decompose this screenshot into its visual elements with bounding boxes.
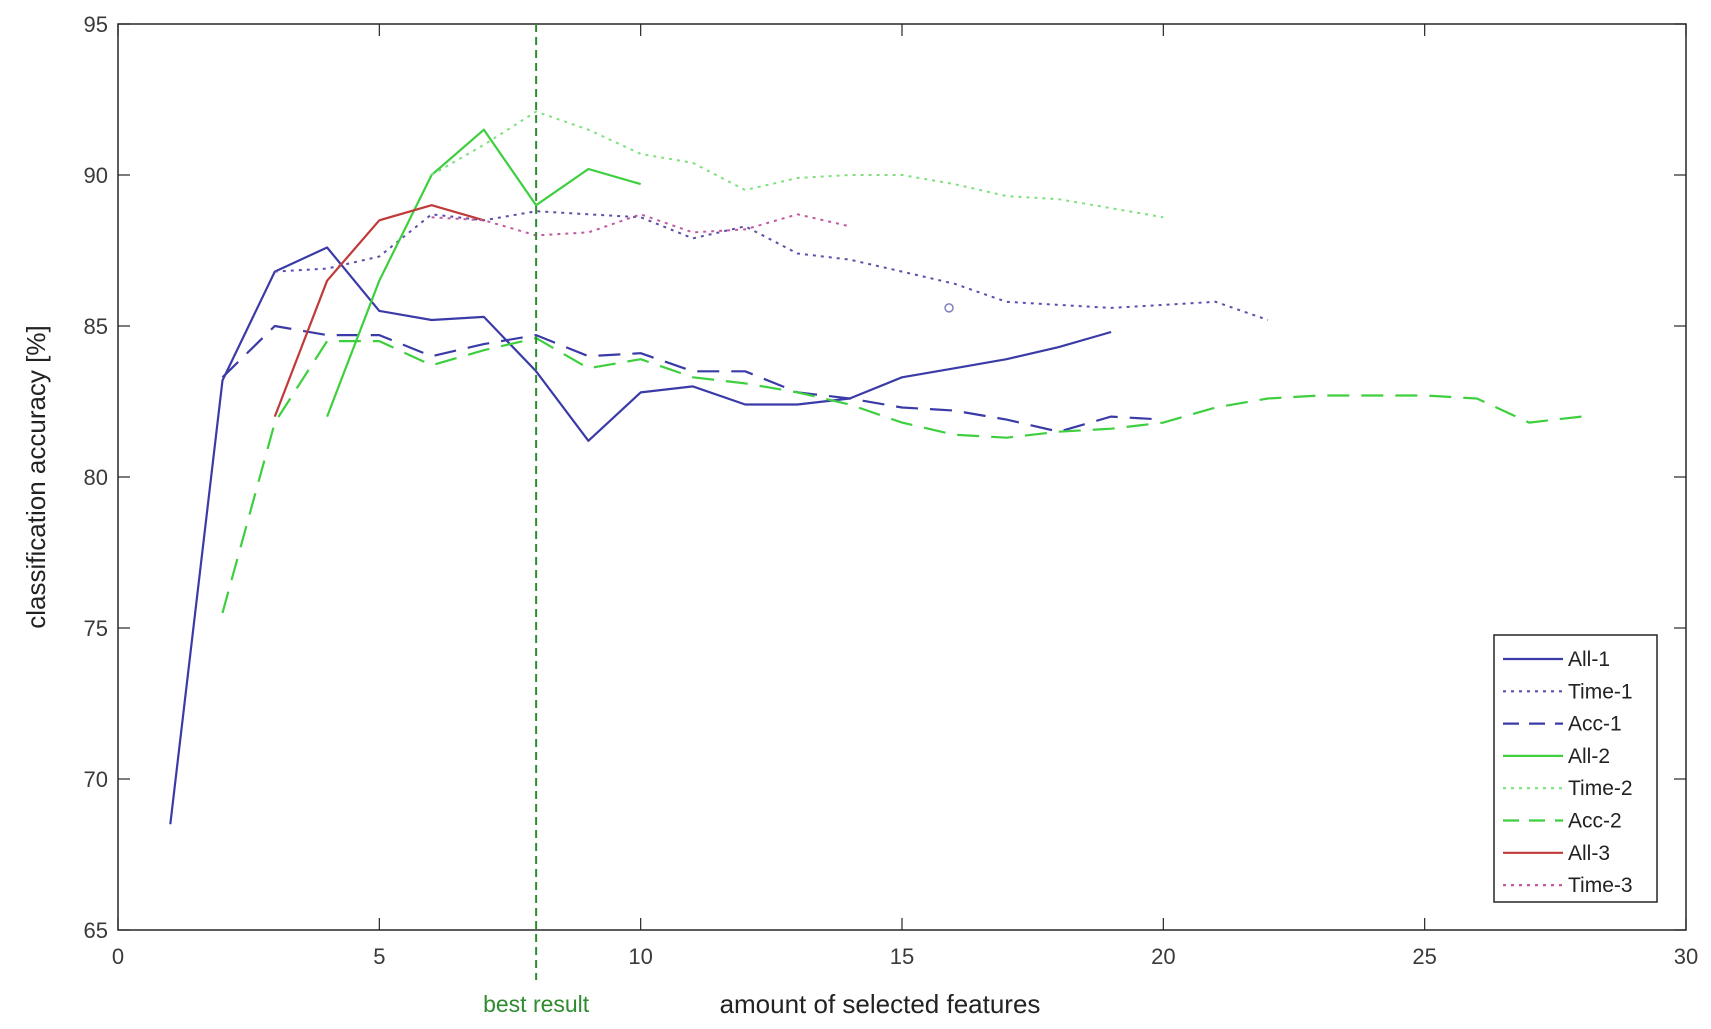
- legend-box: [1493, 634, 1658, 903]
- y-tick-label: 65: [84, 918, 108, 943]
- legend-label-time-3: Time-3: [1568, 874, 1633, 897]
- x-tick-label: 25: [1412, 944, 1436, 969]
- series-line-acc-1: [221, 324, 1164, 433]
- series-line-all-3: [273, 204, 485, 417]
- x-tick-label: 0: [112, 944, 124, 969]
- annotation-layer: best result: [483, 24, 590, 1017]
- series-line-all-1: [169, 246, 1112, 825]
- series-line-time-2: [431, 110, 1164, 219]
- legend-label-all-2: All-2: [1568, 745, 1610, 768]
- x-tick-label: 5: [373, 944, 385, 969]
- x-tick-label: 30: [1674, 944, 1698, 969]
- x-axis-title: amount of selected features: [720, 989, 1041, 1019]
- series-layer: [169, 110, 1582, 825]
- plot-area: [117, 23, 1687, 931]
- x-tick-label: 20: [1151, 944, 1175, 969]
- y-tick-label: 95: [84, 12, 108, 37]
- legend-label-all-1: All-1: [1568, 648, 1610, 671]
- legend-label-all-3: All-3: [1568, 842, 1610, 865]
- best-result-label: best result: [483, 991, 590, 1017]
- legend-label-time-1: Time-1: [1568, 680, 1633, 703]
- legend-label-time-2: Time-2: [1568, 777, 1633, 800]
- y-tick-label: 85: [84, 314, 108, 339]
- y-tick-label: 70: [84, 767, 108, 792]
- y-tick-label: 75: [84, 616, 108, 641]
- y-axis-title: classification accuracy [%]: [21, 325, 51, 628]
- x-ticks: 0 5 10 15 20 25 30: [112, 24, 1698, 969]
- x-tick-label: 10: [628, 944, 652, 969]
- series-line-acc-2: [221, 337, 1582, 614]
- y-ticks: 65 70 75 80 85 90 95: [84, 12, 1686, 943]
- stray-marker: [944, 303, 954, 313]
- legend-label-acc-2: Acc-2: [1568, 810, 1622, 833]
- x-tick-label: 15: [890, 944, 914, 969]
- series-line-all-2: [326, 128, 642, 417]
- legend-label-acc-1: Acc-1: [1568, 713, 1622, 736]
- legend: All-1 Time-1 Acc-1 All-2 Time-2 Acc-2 All-3 Tim…: [1493, 634, 1658, 903]
- y-tick-label: 80: [84, 465, 108, 490]
- y-tick-label: 90: [84, 163, 108, 188]
